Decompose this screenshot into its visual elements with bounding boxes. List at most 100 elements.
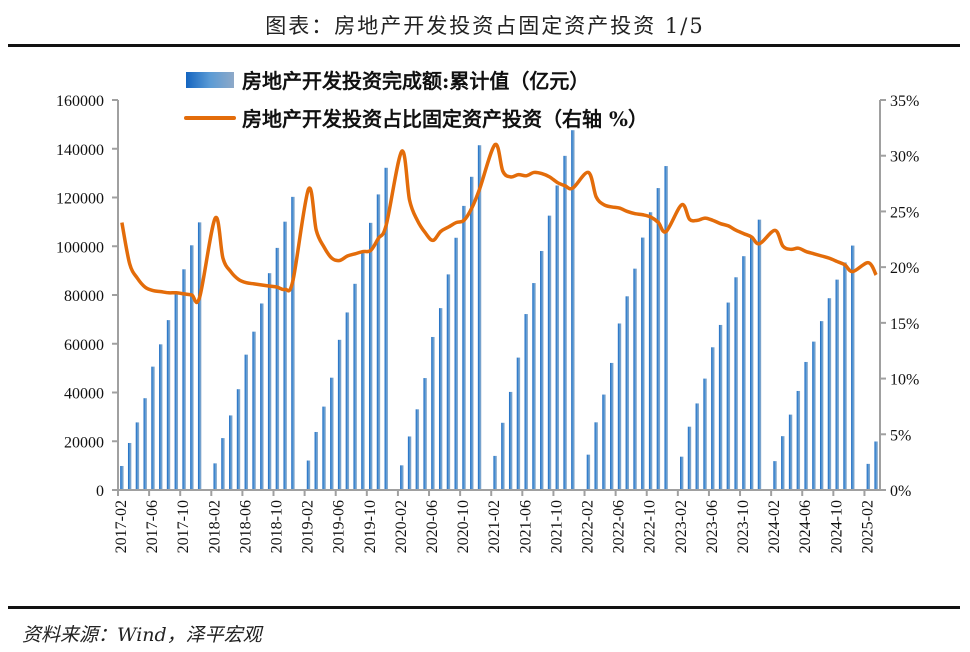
- bar-2022-09: [641, 237, 645, 490]
- x-tick-label: 2021-10: [548, 500, 565, 553]
- bar-2019-11: [376, 194, 381, 490]
- bar-2019-09: [361, 251, 365, 490]
- bar-2018-03: [221, 438, 225, 490]
- bar-2022-05: [610, 362, 614, 490]
- right-tick-label: 25%: [890, 204, 919, 221]
- bar-2024-05: [796, 390, 801, 490]
- bar-2023-10: [742, 256, 746, 490]
- x-tick-label: 2022-06: [611, 500, 628, 553]
- bar-2024-09: [827, 298, 832, 490]
- left-tick-label: 140000: [56, 142, 104, 159]
- x-tick-label: 2018-02: [206, 500, 223, 553]
- bar-2021-07: [532, 283, 536, 490]
- right-tick-label: 35%: [890, 93, 919, 110]
- x-tick-label: 2024-06: [797, 500, 814, 553]
- bar-2021-12: [571, 130, 575, 490]
- bar-2020-09: [454, 237, 458, 490]
- bar-2017-09: [174, 293, 179, 490]
- ratio-line: [120, 142, 878, 305]
- line-series: [120, 142, 878, 305]
- x-tick-label: 2018-06: [237, 500, 254, 553]
- right-tick-label: 10%: [890, 372, 919, 389]
- bar-2022-02: [586, 454, 591, 490]
- bar-2019-04: [322, 406, 326, 490]
- left-tick-label: 40000: [64, 386, 104, 403]
- bar-2022-04: [602, 394, 606, 490]
- left-tick-label: 60000: [64, 337, 104, 354]
- bar-2023-12: [757, 219, 762, 490]
- right-tick-label: 20%: [890, 260, 919, 277]
- bar-series: [120, 130, 878, 491]
- bar-2018-12: [291, 196, 295, 490]
- bar-2018-09: [267, 273, 272, 490]
- bar-2023-04: [695, 403, 699, 490]
- bar-2020-11: [470, 176, 474, 490]
- bar-2017-02: [120, 465, 124, 490]
- bar-2023-08: [726, 302, 731, 490]
- bar-2023-09: [734, 277, 738, 490]
- bar-2023-05: [703, 378, 707, 490]
- x-tick-label: 2017-02: [113, 500, 130, 553]
- left-tick-label: 80000: [64, 288, 104, 305]
- x-tick-label: 2024-02: [766, 500, 783, 553]
- bar-2018-05: [236, 389, 241, 490]
- bar-2021-10: [555, 185, 560, 490]
- bar-2024-02: [773, 461, 777, 490]
- bar-2020-03: [407, 436, 412, 490]
- left-tick-label: 160000: [56, 93, 104, 110]
- bar-2021-03: [501, 422, 505, 490]
- bar-2019-05: [330, 377, 334, 490]
- bar-2025-02: [866, 463, 871, 490]
- x-tick-label: 2025-02: [859, 500, 876, 553]
- legend-bar-label: 房地产开发投资完成额:累计值（亿元）: [242, 69, 589, 93]
- bar-2020-04: [415, 409, 420, 490]
- bar-2017-06: [151, 366, 155, 490]
- bar-2017-10: [182, 269, 186, 490]
- x-tick-label: 2020-02: [393, 500, 410, 553]
- bar-2020-07: [438, 308, 443, 490]
- bar-2023-07: [718, 324, 723, 490]
- bar-2021-05: [516, 357, 521, 490]
- bar-2023-06: [711, 347, 715, 490]
- bar-2020-08: [446, 274, 451, 490]
- x-tick-label: 2021-02: [486, 500, 503, 553]
- bar-2024-12: [851, 245, 855, 490]
- bar-2022-08: [633, 268, 637, 490]
- bar-2018-06: [244, 354, 248, 490]
- bar-2019-06: [337, 339, 342, 490]
- bar-2022-07: [625, 296, 629, 490]
- bar-2017-07: [159, 344, 163, 490]
- bar-2022-06: [617, 323, 622, 490]
- bar-2017-12: [197, 222, 202, 491]
- x-tick-label: 2019-06: [331, 500, 348, 553]
- x-tick-label: 2020-10: [455, 500, 472, 553]
- right-tick-label: 15%: [890, 316, 919, 333]
- bar-2018-11: [283, 221, 287, 491]
- bar-2021-04: [508, 391, 513, 490]
- bar-2020-05: [423, 378, 427, 490]
- left-tick-label: 100000: [56, 239, 104, 256]
- bar-2023-02: [680, 456, 684, 490]
- bar-2024-07: [812, 341, 816, 490]
- x-tick-label: 2020-06: [424, 500, 441, 553]
- bar-2019-07: [345, 312, 350, 490]
- bar-2021-08: [540, 250, 544, 490]
- bar-2018-10: [275, 247, 280, 490]
- x-tick-label: 2019-10: [362, 500, 379, 553]
- bar-2020-12: [477, 145, 482, 491]
- x-tick-label: 2022-10: [642, 500, 659, 553]
- chart-title: 图表：房地产开发投资占固定资产投资 1/5: [265, 14, 705, 38]
- bar-2017-05: [143, 398, 147, 490]
- source-note: 资料来源：Wind，泽平宏观: [22, 624, 262, 646]
- bar-2022-11: [656, 188, 661, 491]
- bar-2024-08: [819, 321, 824, 490]
- bar-2024-10: [835, 279, 839, 490]
- axes: 0 20000 40000 60000 80000 100000 120000 140000 1…: [56, 93, 919, 553]
- x-tick-label: 2017-06: [144, 500, 161, 553]
- x-tick-label: 2021-06: [517, 500, 534, 553]
- right-tick-label: 5%: [890, 427, 911, 444]
- bar-2021-02: [493, 455, 497, 490]
- bar-2021-11: [563, 155, 567, 490]
- left-tick-label: 20000: [64, 434, 104, 451]
